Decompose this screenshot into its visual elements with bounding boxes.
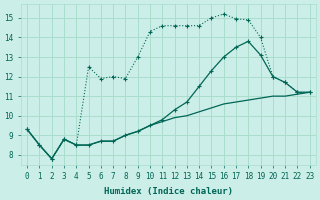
X-axis label: Humidex (Indice chaleur): Humidex (Indice chaleur) xyxy=(104,187,233,196)
